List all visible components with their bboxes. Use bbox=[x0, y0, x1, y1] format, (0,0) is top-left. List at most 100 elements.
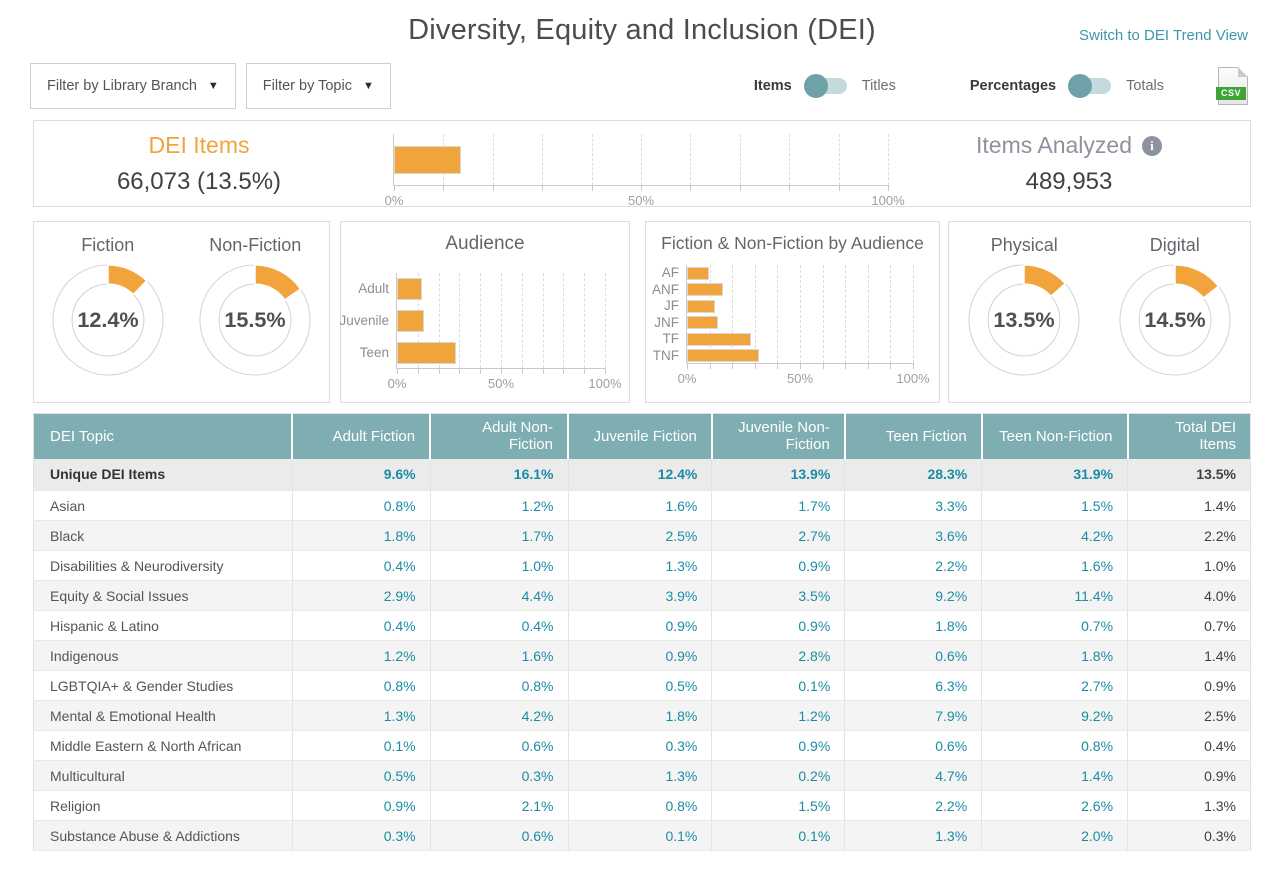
table-row: Substance Abuse & Addictions 0.3% 0.6% 0.1%… bbox=[33, 820, 1251, 851]
donut-svg: 12.4% bbox=[52, 264, 164, 376]
bar-category-label: Juvenile bbox=[339, 313, 389, 328]
donut-svg: 13.5% bbox=[968, 264, 1080, 376]
value-cell: 1.8% bbox=[981, 640, 1129, 671]
physical-donut-chart: 13.5% bbox=[949, 261, 1100, 384]
axis-tick-label: 50% bbox=[627, 193, 655, 208]
gridline bbox=[822, 265, 824, 363]
controls-bar: Filter by Library Branch ▼ Filter by Top… bbox=[30, 63, 1248, 109]
axis-tick bbox=[754, 363, 756, 369]
column-header-juvenile-fiction[interactable]: Juvenile Fiction bbox=[568, 413, 713, 459]
table-row: Mental & Emotional Health 1.3% 4.2% 1.8% 1.2… bbox=[33, 700, 1251, 731]
value-cell: 4.4% bbox=[430, 580, 569, 611]
axis-tick-label: 100% bbox=[896, 371, 930, 386]
axis-tick bbox=[867, 363, 869, 369]
csv-export-icon[interactable]: CSV bbox=[1216, 67, 1248, 105]
physical-digital-card: Physical 13.5% Digital 14.5% bbox=[948, 221, 1251, 403]
digital-donut-chart: 14.5% bbox=[1100, 261, 1251, 384]
items-titles-toggle[interactable] bbox=[803, 74, 847, 98]
toggle-knob[interactable] bbox=[803, 74, 828, 98]
value-cell: 1.3% bbox=[1127, 790, 1251, 821]
axis-tick bbox=[563, 368, 565, 374]
value-cell: 13.5% bbox=[1127, 458, 1251, 491]
gridline bbox=[542, 134, 544, 185]
bar-category-label: ANF bbox=[652, 281, 679, 297]
filter-by-library-branch-dropdown[interactable]: Filter by Library Branch ▼ bbox=[30, 63, 236, 109]
value-cell: 0.8% bbox=[292, 490, 431, 521]
gridline bbox=[838, 134, 840, 185]
table-row: LGBTQIA+ & Gender Studies 0.8% 0.8% 0.5% 0.1… bbox=[33, 670, 1251, 701]
value-cell: 12.4% bbox=[568, 458, 713, 491]
csv-badge: CSV bbox=[1216, 87, 1246, 100]
value-cell: 0.9% bbox=[1127, 670, 1251, 701]
axis-tick bbox=[777, 363, 779, 369]
value-cell: 9.6% bbox=[292, 458, 431, 491]
value-cell: 0.5% bbox=[568, 670, 713, 701]
chevron-down-icon: ▼ bbox=[362, 80, 374, 92]
donut-svg: 14.5% bbox=[1119, 264, 1231, 376]
gridline bbox=[542, 273, 544, 368]
topic-cell: Black bbox=[33, 520, 293, 551]
value-cell: 0.4% bbox=[292, 550, 431, 581]
by-audience-bar-plot: AF ANF JF JNF TF TNF 0% 50% 100% bbox=[652, 265, 930, 386]
table-row: Equity & Social Issues 2.9% 4.4% 3.9% 3.5% 9.… bbox=[33, 580, 1251, 611]
value-cell: 0.8% bbox=[568, 790, 713, 821]
axis-tick bbox=[690, 185, 692, 191]
axis-tick bbox=[438, 368, 440, 374]
value-cell: 0.4% bbox=[1127, 730, 1251, 761]
value-cell: 2.7% bbox=[711, 520, 846, 551]
file-fold-corner bbox=[1238, 67, 1248, 77]
value-cell: 0.7% bbox=[1127, 610, 1251, 641]
donut-wedge bbox=[254, 264, 302, 301]
value-cell: 0.2% bbox=[711, 760, 846, 791]
value-cell: 1.4% bbox=[1127, 640, 1251, 671]
dei-items-bar-plot: 0% 50% 100% bbox=[385, 134, 905, 208]
donut-center-label: 15.5% bbox=[225, 307, 286, 332]
axis-tick bbox=[822, 363, 824, 369]
gridline bbox=[789, 134, 791, 185]
column-header-adult-fiction[interactable]: Adult Fiction bbox=[292, 413, 432, 459]
items-analyzed-label: Items Analyzed bbox=[976, 132, 1132, 158]
column-header-total-dei-items[interactable]: Total DEI Items bbox=[1127, 413, 1251, 459]
by-audience-chart-title: Fiction & Non-Fiction by Audience bbox=[661, 233, 924, 253]
donut-svg: 15.5% bbox=[199, 264, 311, 376]
gridline bbox=[584, 273, 586, 368]
dei-topics-table: DEI Topic Adult Fiction Adult Non-Fiction J… bbox=[33, 413, 1251, 851]
gridline bbox=[732, 265, 734, 363]
value-cell: 4.7% bbox=[844, 760, 983, 791]
value-cell: 1.4% bbox=[1127, 490, 1251, 521]
info-icon[interactable]: i bbox=[1141, 135, 1162, 156]
bar-category-label: AF bbox=[661, 265, 679, 281]
filter-by-topic-dropdown[interactable]: Filter by Topic ▼ bbox=[245, 63, 391, 109]
axis-tick bbox=[492, 185, 494, 191]
topic-cell: Religion bbox=[33, 790, 293, 821]
column-header-teen-non-fiction[interactable]: Teen Non-Fiction bbox=[981, 413, 1129, 459]
column-header-dei-topic[interactable]: DEI Topic bbox=[33, 413, 294, 459]
audience-chart-title: Audience bbox=[445, 233, 525, 254]
axis-tick bbox=[890, 363, 892, 369]
percentages-toggle-label: Percentages bbox=[969, 78, 1057, 94]
totals-toggle-label: Totals bbox=[1126, 78, 1164, 94]
value-cell: 2.6% bbox=[981, 790, 1129, 821]
toggle-knob[interactable] bbox=[1068, 74, 1093, 98]
switch-to-trend-view-link[interactable]: Switch to DEI Trend View bbox=[1079, 27, 1248, 44]
value-cell: 1.3% bbox=[292, 700, 431, 731]
table-row: Hispanic & Latino 0.4% 0.4% 0.9% 0.9% 1.8% 0.7… bbox=[33, 610, 1251, 641]
column-header-teen-fiction[interactable]: Teen Fiction bbox=[844, 413, 983, 459]
column-header-juvenile-non-fiction[interactable]: Juvenile Non-Fiction bbox=[711, 413, 846, 459]
axis-tick bbox=[605, 368, 606, 374]
donut-wedge bbox=[107, 264, 148, 296]
bar bbox=[397, 342, 457, 364]
percentages-totals-toggle[interactable] bbox=[1068, 74, 1112, 98]
nonfiction-donut-title: Non-Fiction bbox=[209, 235, 302, 255]
value-cell: 0.1% bbox=[292, 730, 431, 761]
gridline bbox=[709, 265, 711, 363]
table-row: Religion 0.9% 2.1% 0.8% 1.5% 2.2% 2.6% 1.3% bbox=[33, 790, 1251, 821]
value-cell: 0.8% bbox=[981, 730, 1129, 761]
value-cell: 1.2% bbox=[711, 700, 846, 731]
axis-tick-label: 0% bbox=[387, 376, 407, 391]
donut-center-label: 14.5% bbox=[1144, 307, 1205, 332]
value-cell: 1.0% bbox=[1127, 550, 1251, 581]
column-header-adult-non-fiction[interactable]: Adult Non-Fiction bbox=[430, 413, 569, 459]
donut-center-label: 12.4% bbox=[77, 307, 138, 332]
bar bbox=[687, 332, 751, 346]
